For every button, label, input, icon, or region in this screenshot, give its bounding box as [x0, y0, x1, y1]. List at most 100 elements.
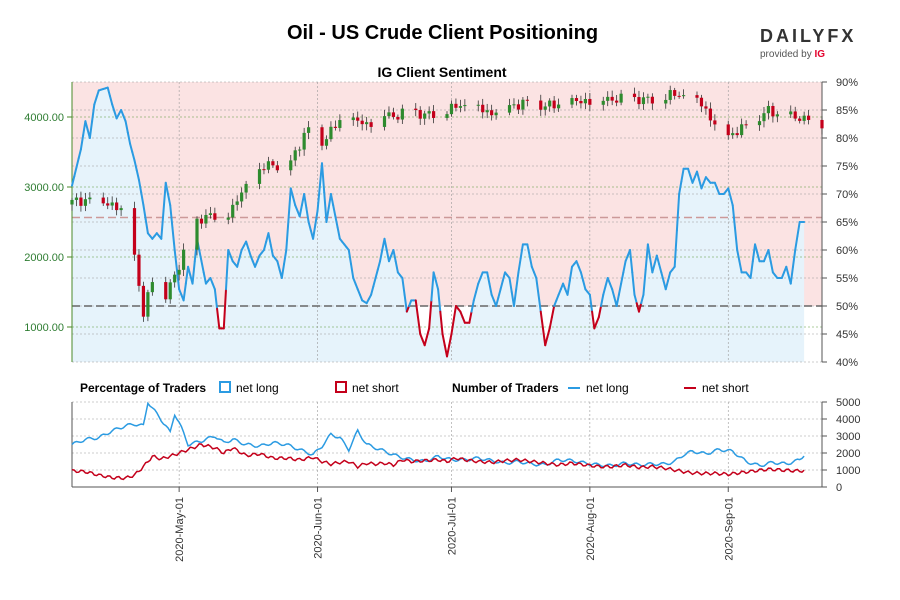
candle-up — [757, 121, 762, 126]
candle-down — [164, 282, 168, 300]
pct-tick-label: 45% — [836, 329, 858, 341]
sentiment-line-segment — [733, 226, 739, 251]
sentiment-line-segment — [162, 181, 167, 212]
sentiment-line-segment — [91, 103, 96, 123]
candle-down — [632, 93, 637, 98]
legend: Percentage of Traders net long net short… — [80, 381, 749, 395]
brand-wordmark: DAILYFX — [760, 26, 870, 47]
candle-down — [695, 95, 699, 98]
sentiment-line-segment — [446, 344, 451, 358]
pct-tick-label: 80% — [836, 133, 858, 145]
sentiment-line-segment — [336, 226, 341, 240]
sentiment-line-segment — [595, 316, 600, 324]
legend-pct-short-swatch — [335, 381, 347, 393]
sentiment-line-segment — [175, 268, 181, 291]
sentiment-line-segment — [633, 293, 638, 305]
sentiment-line-segment — [75, 157, 80, 169]
sentiment-line-segment — [624, 254, 629, 263]
sentiment-line-segment — [495, 296, 500, 307]
sentiment-line-segment — [434, 279, 440, 291]
candle-down — [610, 96, 614, 101]
sentiment-line-segment — [227, 249, 232, 257]
candle-up — [338, 120, 342, 128]
sentiment-line-segment — [405, 305, 411, 313]
candle-down — [704, 106, 708, 109]
sentiment-line-segment — [298, 204, 303, 218]
candle-up — [619, 93, 623, 103]
date-tick-label: 2020-Sep-01 — [723, 497, 735, 561]
candle-down — [579, 100, 583, 104]
sentiment-line-segment — [129, 142, 134, 153]
sentiment-line-segment — [164, 181, 169, 195]
sentiment-line-segment — [312, 223, 317, 240]
sentiment-line-segment — [664, 279, 669, 291]
pct-tick-label: 90% — [836, 77, 858, 89]
candle-down — [726, 124, 730, 136]
sentiment-line-segment — [314, 209, 319, 226]
sentiment-line-segment — [736, 249, 741, 263]
sentiment-line-segment — [334, 215, 339, 229]
candle-up — [110, 202, 114, 206]
ig-logo: IG — [814, 49, 826, 60]
num-tick-label: 4000 — [836, 414, 860, 426]
candle-up — [646, 96, 650, 98]
sentiment-line-segment — [160, 209, 165, 240]
sentiment-line-segment — [691, 176, 696, 184]
sentiment-line-segment — [780, 271, 786, 279]
candle-down — [356, 117, 360, 121]
sentiment-line-segment — [577, 265, 582, 274]
candle-up — [173, 274, 177, 283]
legend-num-long-label: net long — [586, 381, 629, 395]
sentiment-line-segment — [539, 310, 544, 330]
sentiment-line-segment — [546, 327, 551, 338]
sentiment-line-segment — [461, 316, 466, 324]
sentiment-line-segment — [575, 260, 580, 268]
sentiment-line-segment — [356, 288, 361, 296]
pct-tick-label: 50% — [836, 301, 858, 313]
candle-down — [418, 110, 422, 119]
sentiment-line-segment — [425, 327, 431, 338]
candle-up — [668, 90, 672, 100]
sentiment-line-segment — [640, 293, 645, 305]
candle-down — [637, 97, 641, 105]
candle-down — [132, 208, 137, 255]
sentiment-line-segment — [307, 221, 312, 232]
candle-down — [820, 119, 824, 129]
sentiment-line-segment — [430, 271, 435, 302]
sentiment-line-segment — [579, 271, 585, 282]
candle-up — [150, 282, 154, 293]
brand-provider: provided by IG — [760, 49, 870, 60]
sentiment-line-segment — [555, 293, 560, 302]
sentiment-line-segment — [515, 271, 520, 291]
candle-up — [365, 122, 369, 125]
sentiment-line-segment — [751, 243, 757, 263]
sentiment-line-segment — [77, 148, 82, 160]
candle-up — [266, 161, 271, 170]
sentiment-line-segment — [414, 299, 419, 319]
candle-down — [771, 105, 775, 117]
legend-num-title: Number of Traders — [452, 381, 559, 395]
candle-up — [740, 124, 744, 136]
candle-up — [204, 214, 208, 224]
sentiment-line-segment — [84, 120, 89, 131]
sentiment-line-segment — [222, 288, 228, 330]
sentiment-line-segment — [392, 249, 397, 263]
candle-up — [226, 217, 230, 220]
sentiment-line-segment — [794, 235, 799, 251]
sentiment-line-segment — [135, 169, 140, 181]
num-tick-label: 3000 — [836, 431, 860, 443]
candle-up — [177, 269, 181, 275]
sentiment-line-segment — [211, 282, 216, 291]
candle-up — [257, 169, 262, 184]
sentiment-line-segment — [519, 243, 524, 260]
sentiment-line-segment — [131, 151, 136, 162]
candle-up — [208, 213, 212, 215]
candle-up — [494, 112, 498, 116]
sentiment-line-segment — [557, 288, 562, 296]
candle-up — [606, 96, 610, 101]
candle-down — [396, 116, 400, 120]
sentiment-line-segment — [637, 302, 643, 313]
sentiment-line-segment — [394, 260, 399, 274]
sentiment-line-segment — [731, 204, 736, 229]
sentiment-line-segment — [477, 277, 482, 285]
